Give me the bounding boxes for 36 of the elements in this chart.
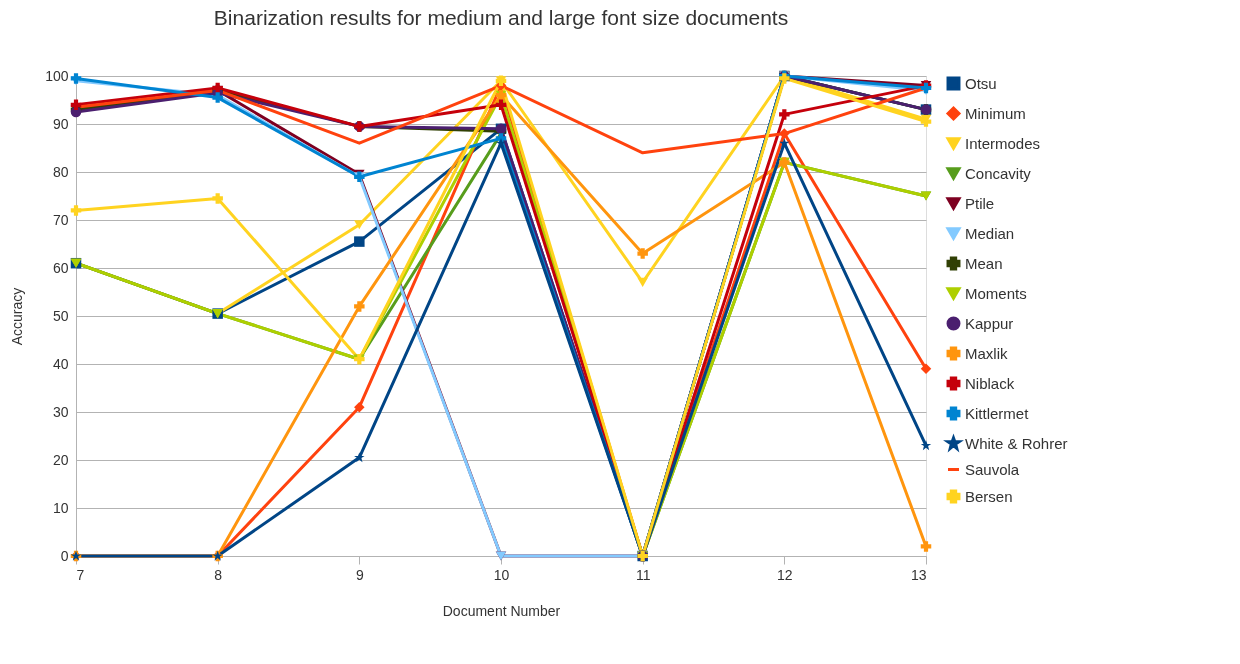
- legend-label: Intermodes: [965, 134, 1041, 152]
- y-tick-label: 40: [52, 355, 69, 372]
- y-axis-title: Accuracy: [9, 287, 26, 346]
- x-tick-label: 13: [910, 566, 927, 583]
- y-tick-label: 0: [60, 547, 69, 564]
- legend-label: Kittlermet: [965, 404, 1030, 422]
- legend-label: Sauvola: [965, 460, 1020, 478]
- legend-label: Otsu: [965, 74, 997, 92]
- x-tick-label: 12: [777, 566, 793, 583]
- legend-label: Moments: [965, 284, 1027, 302]
- legend-label: Maxlik: [965, 344, 1008, 362]
- y-tick-label: 10: [52, 499, 69, 516]
- legend-label: Minimum: [965, 104, 1026, 122]
- x-tick-label: 9: [355, 566, 364, 583]
- y-tick-label: 60: [52, 259, 69, 276]
- legend-label: Bersen: [965, 487, 1013, 505]
- y-tick-label: 70: [52, 211, 69, 228]
- x-axis-title: Document Number: [442, 602, 561, 619]
- x-tick-label: 11: [635, 566, 651, 583]
- legend-label: Niblack: [965, 374, 1015, 392]
- y-tick-label: 100: [45, 67, 69, 84]
- x-tick-label: 7: [76, 566, 85, 583]
- legend-label: Concavity: [965, 164, 1032, 182]
- legend-label: Kappur: [965, 314, 1014, 332]
- legend-label: Mean: [965, 254, 1003, 272]
- x-tick-label: 8: [214, 566, 223, 583]
- y-tick-label: 50: [52, 307, 69, 324]
- y-tick-label: 80: [52, 163, 69, 180]
- chart-title: Binarization results for medium and large font size documents: [213, 6, 789, 29]
- x-tick-label: 10: [493, 566, 510, 583]
- legend-label: Ptile: [965, 194, 995, 212]
- y-tick-label: 90: [52, 115, 69, 132]
- legend-label: White & Rohrer: [965, 434, 1068, 452]
- y-tick-label: 20: [52, 451, 69, 468]
- y-tick-label: 30: [52, 403, 69, 420]
- legend-label: Median: [965, 224, 1015, 242]
